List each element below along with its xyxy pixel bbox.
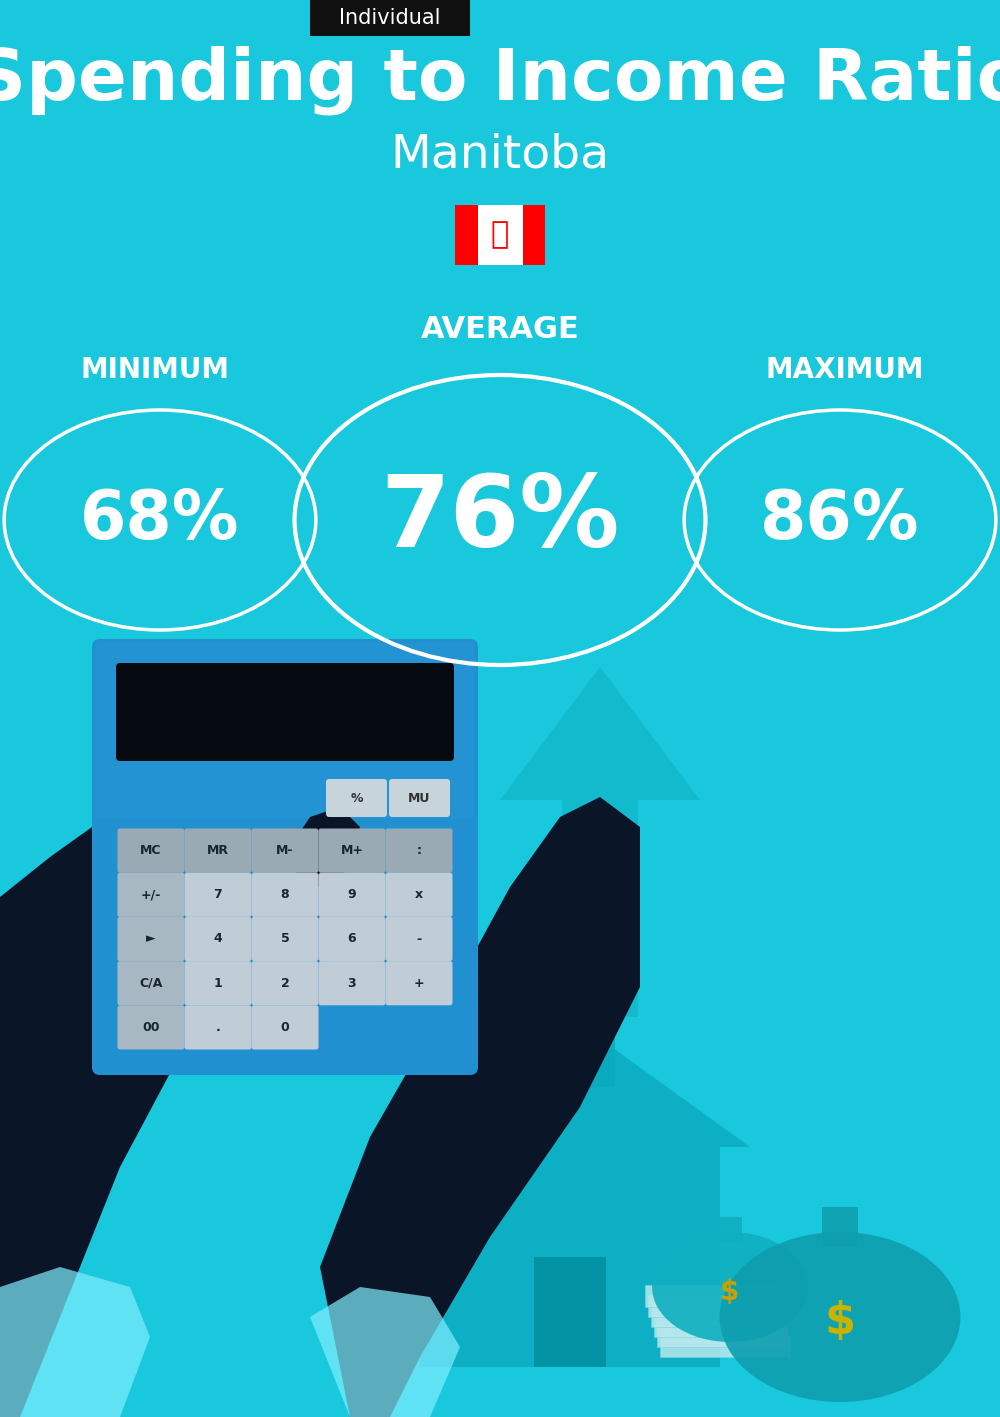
Text: $: $ (720, 1278, 740, 1306)
Text: MINIMUM: MINIMUM (80, 356, 230, 384)
FancyBboxPatch shape (252, 961, 318, 1005)
Text: ►: ► (146, 932, 156, 945)
FancyBboxPatch shape (318, 873, 386, 917)
Polygon shape (0, 687, 340, 1417)
FancyBboxPatch shape (651, 1305, 781, 1326)
Text: 5: 5 (281, 932, 289, 945)
FancyBboxPatch shape (118, 1005, 184, 1050)
Text: MR: MR (207, 845, 229, 857)
Text: -: - (416, 932, 422, 945)
FancyBboxPatch shape (318, 917, 386, 961)
FancyBboxPatch shape (389, 779, 450, 818)
FancyBboxPatch shape (420, 1146, 720, 1367)
Polygon shape (320, 796, 640, 1417)
Polygon shape (390, 1017, 750, 1146)
Text: AVERAGE: AVERAGE (421, 316, 579, 344)
FancyBboxPatch shape (184, 1005, 252, 1050)
FancyBboxPatch shape (252, 873, 318, 917)
FancyBboxPatch shape (184, 961, 252, 1005)
FancyBboxPatch shape (660, 1335, 790, 1357)
Text: %: % (350, 792, 363, 805)
Text: 0: 0 (281, 1020, 289, 1034)
FancyBboxPatch shape (118, 829, 184, 873)
Text: MU: MU (408, 792, 431, 805)
FancyBboxPatch shape (534, 1257, 606, 1367)
FancyBboxPatch shape (184, 873, 252, 917)
Polygon shape (290, 808, 360, 887)
FancyBboxPatch shape (96, 643, 474, 819)
Text: 7: 7 (214, 888, 222, 901)
FancyBboxPatch shape (118, 961, 184, 1005)
FancyBboxPatch shape (522, 205, 545, 265)
FancyBboxPatch shape (386, 873, 452, 917)
Text: +: + (414, 976, 424, 989)
Text: MC: MC (140, 845, 162, 857)
Ellipse shape (720, 1231, 960, 1401)
Text: MAXIMUM: MAXIMUM (766, 356, 924, 384)
FancyBboxPatch shape (116, 663, 454, 761)
Text: $: $ (824, 1301, 856, 1343)
Text: Spending to Income Ratio: Spending to Income Ratio (0, 45, 1000, 115)
Text: 86%: 86% (760, 487, 920, 553)
Text: 68%: 68% (80, 487, 240, 553)
Text: .: . (216, 1020, 220, 1034)
Text: M-: M- (276, 845, 294, 857)
FancyBboxPatch shape (386, 829, 452, 873)
Text: 3: 3 (348, 976, 356, 989)
FancyBboxPatch shape (184, 829, 252, 873)
Ellipse shape (652, 1231, 808, 1342)
Text: 🍁: 🍁 (491, 221, 509, 249)
Polygon shape (310, 717, 450, 966)
Text: 1: 1 (214, 976, 222, 989)
Polygon shape (500, 667, 700, 1017)
FancyBboxPatch shape (585, 1017, 615, 1087)
FancyBboxPatch shape (318, 829, 386, 873)
Text: :: : (416, 845, 422, 857)
FancyBboxPatch shape (252, 1005, 318, 1050)
Text: C/A: C/A (139, 976, 163, 989)
FancyBboxPatch shape (118, 873, 184, 917)
FancyBboxPatch shape (822, 1207, 858, 1247)
FancyBboxPatch shape (654, 1315, 784, 1338)
FancyBboxPatch shape (252, 829, 318, 873)
FancyBboxPatch shape (326, 779, 387, 818)
FancyBboxPatch shape (455, 205, 545, 265)
FancyBboxPatch shape (252, 917, 318, 961)
Text: 8: 8 (281, 888, 289, 901)
FancyBboxPatch shape (718, 1217, 742, 1241)
Text: Manitoba: Manitoba (390, 133, 610, 177)
Text: M+: M+ (340, 845, 364, 857)
Text: x: x (415, 888, 423, 901)
FancyBboxPatch shape (648, 1295, 778, 1316)
Text: 9: 9 (348, 888, 356, 901)
Text: Individual: Individual (339, 9, 441, 28)
FancyBboxPatch shape (657, 1325, 787, 1348)
Text: 76%: 76% (380, 472, 620, 568)
FancyBboxPatch shape (184, 917, 252, 961)
Text: 00: 00 (142, 1020, 160, 1034)
FancyBboxPatch shape (92, 639, 478, 1076)
FancyBboxPatch shape (455, 205, 478, 265)
Polygon shape (0, 1267, 150, 1417)
FancyBboxPatch shape (645, 1285, 775, 1306)
FancyBboxPatch shape (318, 961, 386, 1005)
Text: 4: 4 (214, 932, 222, 945)
FancyBboxPatch shape (310, 0, 470, 35)
Polygon shape (310, 1287, 460, 1417)
FancyBboxPatch shape (118, 917, 184, 961)
FancyBboxPatch shape (386, 961, 452, 1005)
Text: 6: 6 (348, 932, 356, 945)
Text: +/-: +/- (141, 888, 161, 901)
FancyBboxPatch shape (386, 917, 452, 961)
Text: 2: 2 (281, 976, 289, 989)
